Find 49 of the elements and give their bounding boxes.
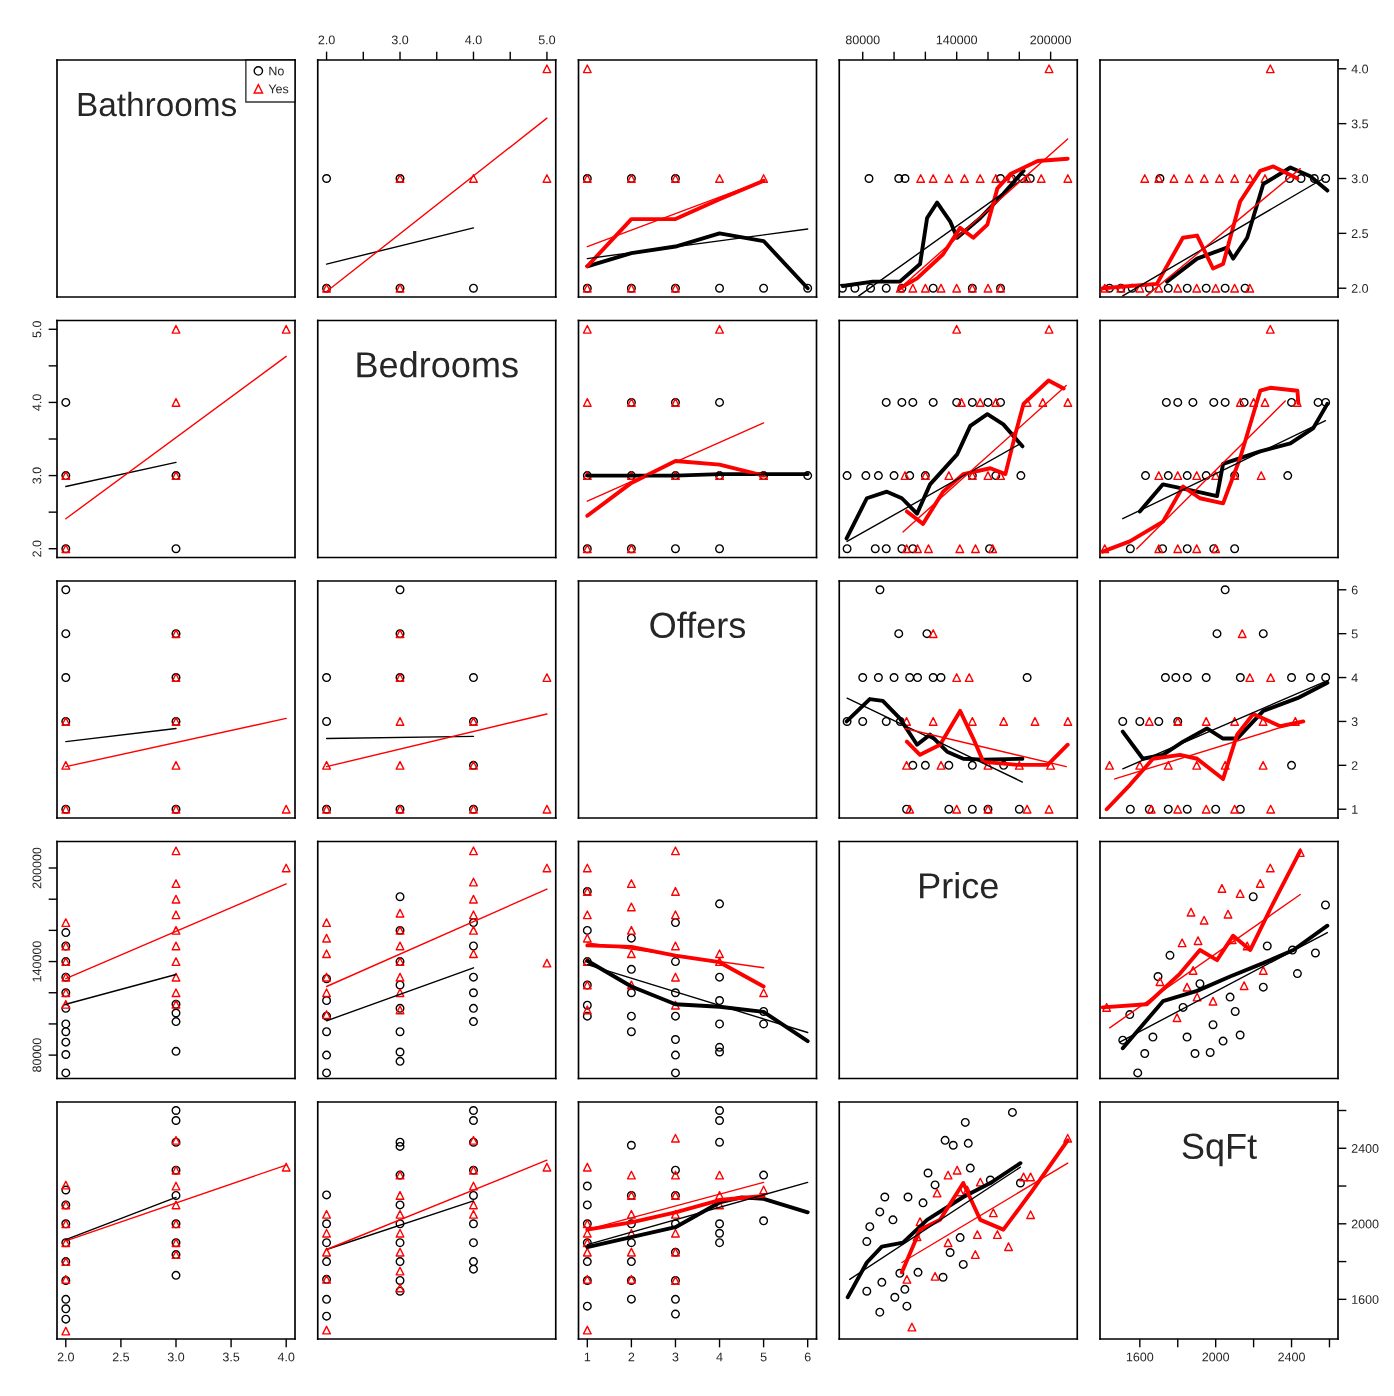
text: Bathrooms bbox=[78, 91, 237, 117]
x-tick-label: 3.5 bbox=[222, 1352, 240, 1362]
y-tick-label: 140000 bbox=[32, 941, 42, 982]
y-tick-label: 3 bbox=[1351, 717, 1358, 727]
x-tick-label: 5.0 bbox=[538, 35, 556, 45]
x-tick-label: 2.5 bbox=[112, 1352, 130, 1362]
x-tick-label: 4 bbox=[716, 1352, 723, 1362]
y-tick-label: 2 bbox=[1351, 761, 1358, 770]
y-tick-label: 80000 bbox=[32, 1038, 42, 1072]
y-tick-label: 4 bbox=[1351, 673, 1358, 683]
x-tick-label: 2.0 bbox=[57, 1352, 75, 1362]
y-tick-label: 200000 bbox=[32, 847, 42, 889]
x-tick-label: 80000 bbox=[845, 35, 880, 45]
y-tick-label: 2.0 bbox=[32, 540, 42, 557]
x-tick-label: 4.0 bbox=[465, 35, 482, 45]
text: Offers bbox=[650, 611, 746, 639]
x-tick-label: 4.0 bbox=[277, 1352, 295, 1362]
y-tick-label: 2000 bbox=[1351, 1219, 1379, 1229]
x-tick-label: 6 bbox=[804, 1352, 811, 1362]
y-tick-label: 4.0 bbox=[1351, 64, 1369, 74]
x-tick-label: 5 bbox=[760, 1352, 767, 1362]
y-tick-label: 2.5 bbox=[1351, 229, 1369, 239]
x-tick-label: 140000 bbox=[936, 35, 978, 45]
y-tick-label: 3.0 bbox=[1351, 174, 1369, 184]
legend-label: Yes bbox=[268, 84, 289, 94]
x-tick-label: 3.0 bbox=[391, 35, 409, 45]
x-tick-label: 3 bbox=[672, 1352, 679, 1362]
y-tick-label: 1 bbox=[1352, 805, 1358, 814]
y-tick-label: 2.0 bbox=[1351, 284, 1369, 293]
x-tick-label: 2400 bbox=[1278, 1352, 1305, 1362]
text: Price bbox=[920, 872, 998, 899]
y-tick-label: 1600 bbox=[1352, 1295, 1379, 1304]
y-tick-label: 4.0 bbox=[32, 394, 42, 411]
y-tick-label: 3.5 bbox=[1351, 119, 1369, 129]
y-tick-label: 5 bbox=[1351, 629, 1358, 639]
x-tick-label: 3.0 bbox=[167, 1352, 185, 1362]
text: SqFt bbox=[1182, 1133, 1257, 1167]
x-tick-label: 2.0 bbox=[318, 35, 335, 45]
y-tick-label: 2400 bbox=[1351, 1144, 1379, 1153]
y-tick-label: 6 bbox=[1351, 585, 1358, 595]
x-tick-label: 1600 bbox=[1126, 1352, 1154, 1362]
x-tick-label: 2000 bbox=[1202, 1352, 1230, 1362]
y-tick-label: 5.0 bbox=[32, 321, 42, 338]
text: Bedrooms bbox=[357, 351, 518, 378]
x-tick-label: 1 bbox=[584, 1352, 591, 1362]
legend-label: No bbox=[269, 66, 284, 76]
x-tick-label: 200000 bbox=[1030, 35, 1071, 45]
x-tick-label: 2 bbox=[628, 1352, 635, 1362]
y-tick-label: 3.0 bbox=[32, 467, 42, 484]
